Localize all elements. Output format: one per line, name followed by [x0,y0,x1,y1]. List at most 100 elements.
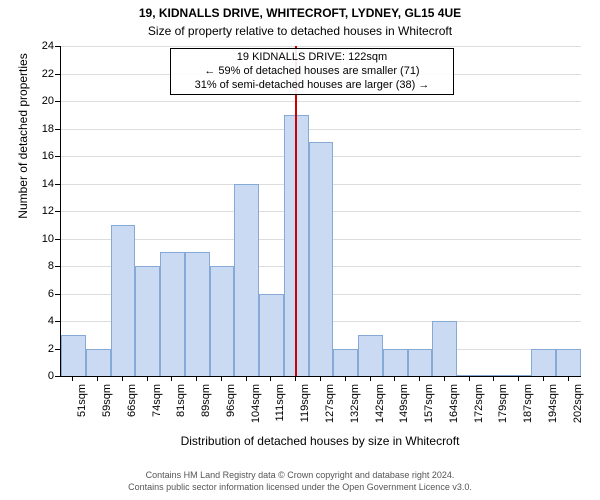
histogram-bar [309,142,334,376]
ytick-mark [55,239,60,240]
xtick-label: 111sqm [274,384,286,434]
xtick-mark [171,376,172,381]
histogram-bar [358,335,383,376]
attribution-line-1: Contains HM Land Registry data © Crown c… [0,470,600,482]
histogram-bar [111,225,136,376]
histogram-bar [185,252,210,376]
ytick-label: 10 [30,233,54,245]
ytick-label: 12 [30,205,54,217]
histogram-bar [135,266,160,376]
xtick-mark [419,376,420,381]
y-axis-label: Number of detached properties [16,0,30,301]
ytick-mark [55,129,60,130]
xtick-mark [97,376,98,381]
xtick-mark [518,376,519,381]
histogram-bar [259,294,284,377]
gridline [61,101,581,102]
xtick-mark [493,376,494,381]
ytick-label: 22 [30,68,54,80]
xtick-mark [270,376,271,381]
ytick-mark [55,321,60,322]
callout-line-2: ← 59% of detached houses are smaller (71… [177,65,447,79]
ytick-mark [55,376,60,377]
ytick-mark [55,74,60,75]
histogram-bar [210,266,235,376]
chart-subtitle: Size of property relative to detached ho… [0,24,600,38]
ytick-mark [55,266,60,267]
histogram-bar [86,349,111,377]
chart-title: 19, KIDNALLS DRIVE, WHITECROFT, LYDNEY, … [0,6,600,20]
xtick-label: 96sqm [225,384,237,434]
xtick-mark [147,376,148,381]
ytick-mark [55,211,60,212]
xtick-label: 104sqm [250,384,262,434]
ytick-mark [55,349,60,350]
xtick-label: 119sqm [299,384,311,434]
histogram-bar [61,335,86,376]
ytick-label: 0 [30,370,54,382]
gridline [61,46,581,47]
callout-line-3: 31% of semi-detached houses are larger (… [177,79,447,93]
reference-line [295,46,297,376]
callout-box: 19 KIDNALLS DRIVE: 122sqm ← 59% of detac… [170,48,454,95]
xtick-label: 187sqm [522,384,534,434]
histogram-bar [234,184,259,377]
xtick-label: 179sqm [497,384,509,434]
xtick-label: 132sqm [349,384,361,434]
xtick-label: 81sqm [175,384,187,434]
callout-line-1: 19 KIDNALLS DRIVE: 122sqm [177,51,447,65]
xtick-mark [221,376,222,381]
xtick-label: 157sqm [423,384,435,434]
histogram-bar [383,349,408,377]
xtick-label: 66sqm [126,384,138,434]
xtick-mark [444,376,445,381]
ytick-label: 20 [30,95,54,107]
xtick-mark [394,376,395,381]
ytick-mark [55,294,60,295]
xtick-label: 202sqm [572,384,584,434]
ytick-label: 8 [30,260,54,272]
xtick-mark [72,376,73,381]
xtick-label: 89sqm [200,384,212,434]
ytick-label: 14 [30,178,54,190]
xtick-label: 74sqm [151,384,163,434]
chart-container: 19, KIDNALLS DRIVE, WHITECROFT, LYDNEY, … [0,0,600,500]
xtick-mark [543,376,544,381]
xtick-label: 127sqm [324,384,336,434]
xtick-mark [295,376,296,381]
xtick-mark [246,376,247,381]
gridline [61,129,581,130]
xtick-mark [568,376,569,381]
xtick-mark [122,376,123,381]
ytick-label: 18 [30,123,54,135]
histogram-bar [457,375,482,376]
xtick-mark [320,376,321,381]
xtick-mark [370,376,371,381]
ytick-label: 4 [30,315,54,327]
x-axis-label: Distribution of detached houses by size … [60,434,580,448]
xtick-mark [469,376,470,381]
xtick-label: 142sqm [374,384,386,434]
xtick-label: 172sqm [473,384,485,434]
xtick-label: 149sqm [398,384,410,434]
ytick-label: 2 [30,343,54,355]
ytick-label: 24 [30,40,54,52]
ytick-mark [55,184,60,185]
xtick-label: 51sqm [76,384,88,434]
xtick-label: 164sqm [448,384,460,434]
xtick-mark [196,376,197,381]
ytick-mark [55,156,60,157]
histogram-bar [160,252,185,376]
xtick-mark [345,376,346,381]
attribution-line-2: Contains public sector information licen… [0,482,600,494]
ytick-label: 16 [30,150,54,162]
ytick-mark [55,101,60,102]
histogram-bar [333,349,358,377]
ytick-label: 6 [30,288,54,300]
histogram-bar [432,321,457,376]
xtick-label: 194sqm [547,384,559,434]
xtick-label: 59sqm [101,384,113,434]
attribution-text: Contains HM Land Registry data © Crown c… [0,470,600,493]
plot-area [60,46,581,377]
histogram-bar [556,349,581,377]
